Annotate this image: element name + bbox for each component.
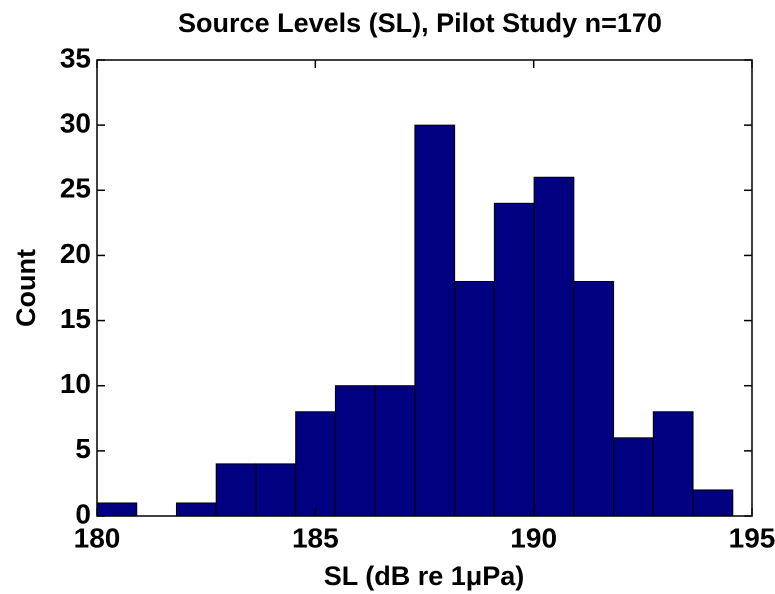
x-tick-label: 180 xyxy=(74,522,121,553)
bar xyxy=(533,176,575,517)
y-tick-label: 35 xyxy=(60,42,91,73)
bar xyxy=(573,280,615,517)
x-tick-label: 185 xyxy=(292,522,339,553)
bar xyxy=(255,463,297,517)
y-tick-label: 10 xyxy=(60,368,91,399)
axes-box xyxy=(96,59,753,517)
bar xyxy=(334,385,376,517)
y-tick-label: 15 xyxy=(60,303,91,334)
x-axis-label: SL (dB re 1μPa) xyxy=(324,561,525,591)
bar xyxy=(175,502,217,517)
bar xyxy=(414,124,456,517)
x-tick-label: 195 xyxy=(729,522,775,553)
y-tick-label: 25 xyxy=(60,173,91,204)
y-tick-label: 20 xyxy=(60,238,91,269)
bar xyxy=(215,463,257,517)
bar xyxy=(493,202,535,517)
chart-title: Source Levels (SL), Pilot Study n=170 xyxy=(178,8,662,38)
bar xyxy=(692,489,734,517)
y-tick-label: 30 xyxy=(60,108,91,139)
y-axis-label: Count xyxy=(11,249,41,327)
x-tick-label: 190 xyxy=(510,522,557,553)
bar xyxy=(454,280,495,517)
y-tick-label: 0 xyxy=(75,498,91,529)
bar xyxy=(652,411,694,517)
bar xyxy=(374,385,416,517)
bar xyxy=(295,411,336,517)
y-tick-label: 5 xyxy=(75,433,91,464)
bar xyxy=(613,437,654,517)
bar xyxy=(96,502,138,517)
